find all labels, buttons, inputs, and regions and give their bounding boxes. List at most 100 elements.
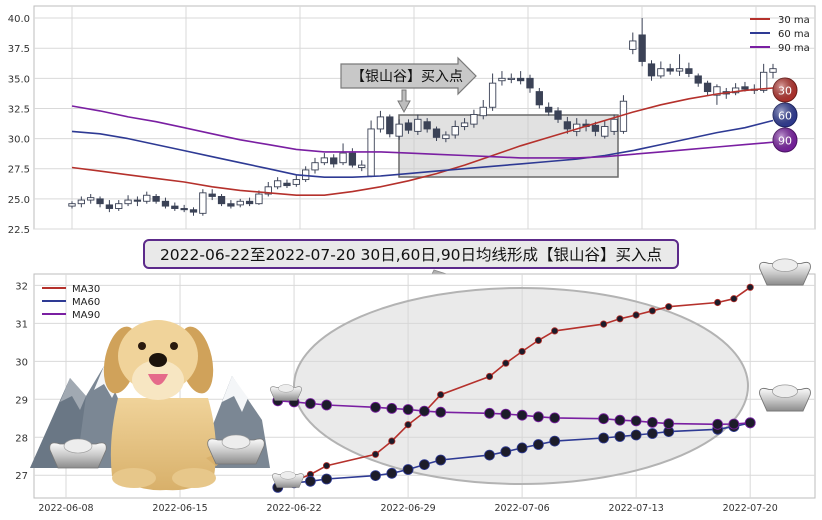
bottom-x-tick: 2022-07-06 (495, 503, 550, 514)
candle (208, 189, 216, 201)
candle-body (769, 68, 777, 73)
candle-body (414, 118, 422, 132)
candle (657, 61, 665, 79)
candle-body (395, 123, 403, 137)
bottom-point-ma30 (616, 315, 624, 323)
callout-label: 【银山谷】买入点 (351, 69, 463, 85)
candle-body (535, 91, 543, 106)
candle (171, 202, 179, 211)
candle (638, 18, 646, 67)
badge-60-label: 60 (778, 110, 792, 123)
bottom-point-ma90 (321, 399, 333, 411)
bottom-point-ma60 (500, 446, 512, 458)
candle (161, 197, 170, 209)
bottom-point-ma30 (551, 327, 559, 335)
bottom-ma-lines (272, 283, 756, 493)
bottom-point-ma30 (665, 303, 673, 311)
candle-body (152, 196, 160, 202)
candle (760, 63, 768, 93)
candle (143, 191, 151, 204)
bottom-point-ma90 (370, 401, 381, 413)
bottom-point-ma30 (322, 462, 331, 470)
candle (283, 179, 291, 189)
buy-zone-highlight (398, 114, 619, 178)
candle (601, 120, 609, 139)
bottom-y-tick: 31 (15, 319, 28, 330)
candle-body (217, 196, 226, 205)
candle-body (77, 199, 85, 205)
bottom-point-ma30 (518, 347, 526, 356)
bottom-y-tick-labels: 27 28 29 30 31 32 (15, 281, 28, 482)
candle (264, 181, 272, 197)
candle (189, 207, 198, 216)
candle-body (460, 122, 469, 127)
candle-body (657, 68, 665, 77)
candle (330, 154, 338, 168)
candle-body (685, 68, 693, 74)
candle (414, 114, 422, 135)
bottom-x-tick: 2022-06-29 (380, 503, 435, 514)
candle (675, 54, 684, 76)
bottom-point-ma60 (484, 449, 495, 461)
bottom-legend: MA30 MA60 MA90 (42, 284, 100, 321)
candle (199, 189, 207, 216)
candle (423, 118, 431, 133)
bottom-point-ma60 (630, 429, 642, 441)
candle-body (96, 198, 104, 205)
bottom-y-tick: 32 (15, 281, 28, 292)
bottom-point-ma60 (418, 459, 430, 471)
top-y-tick: 35.0 (8, 74, 30, 85)
candle-body (227, 203, 235, 207)
candle (255, 190, 263, 205)
candle (442, 131, 450, 143)
candle-body (554, 110, 562, 120)
candle (498, 71, 506, 86)
bottom-point-ma60 (549, 435, 561, 447)
candle (545, 102, 553, 116)
bottom-point-ma90 (516, 409, 528, 421)
candle (395, 119, 403, 140)
bottom-line-ma30 (277, 286, 751, 487)
bottom-point-ma30 (632, 311, 640, 319)
candle (96, 196, 104, 208)
candle-body (386, 116, 394, 135)
top-chart: 22.5 25.0 27.5 30.0 32.5 35.0 37.5 40.0 【银山谷】买入… (8, 5, 816, 236)
bottom-point-ma90 (304, 398, 316, 409)
candle (703, 80, 712, 96)
candle (516, 71, 525, 85)
candle (133, 196, 142, 207)
candle (554, 107, 562, 123)
candle-body (180, 208, 188, 211)
candle (311, 157, 319, 174)
bottom-line-ma60 (277, 422, 751, 489)
candle (535, 87, 543, 109)
candle-body (320, 157, 329, 164)
bottom-point-ma30 (746, 283, 754, 291)
candle (685, 62, 693, 78)
candle-body (87, 197, 95, 201)
badge-90: 90 (772, 127, 798, 153)
bottom-point-ma90 (614, 414, 626, 426)
candle (273, 177, 282, 190)
bottom-point-ma30 (371, 450, 380, 458)
bottom-line-ma90 (277, 400, 751, 426)
bottom-point-ma90 (418, 405, 430, 417)
bottom-point-ma30 (648, 307, 657, 315)
candle (647, 60, 656, 81)
candle (217, 194, 226, 207)
bottom-y-tick: 30 (15, 357, 28, 368)
candle-body (694, 75, 702, 84)
candle-body (470, 114, 478, 125)
bottom-y-tick: 27 (15, 471, 28, 482)
candle-body (115, 203, 123, 209)
bottom-point-ma90 (663, 418, 675, 430)
candle (77, 196, 85, 208)
bottom-point-ma90 (728, 418, 740, 430)
badge-60: 60 (772, 102, 798, 128)
bottom-point-ma90 (402, 404, 414, 415)
bottom-y-tick: 29 (15, 395, 28, 406)
top-moving-averages (71, 87, 774, 196)
legend-label-60ma: 60 ma (778, 29, 810, 40)
candle-body (479, 106, 487, 117)
